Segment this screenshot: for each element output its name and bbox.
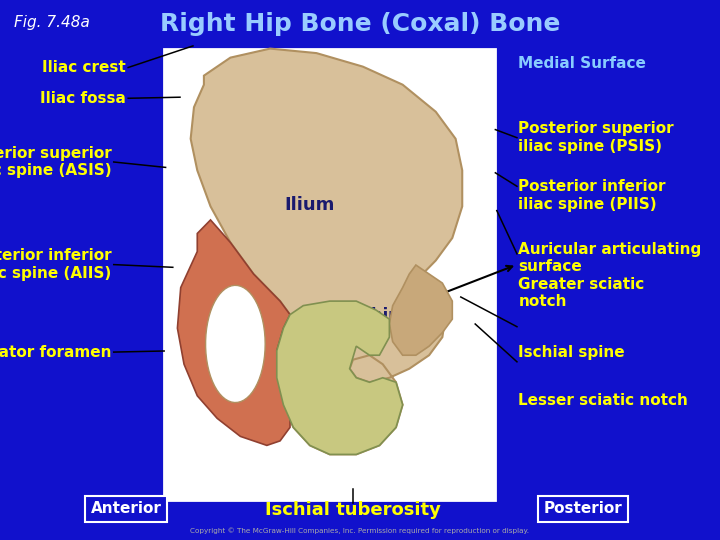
Polygon shape [177,220,290,446]
Text: Iliac crest: Iliac crest [42,60,126,75]
Polygon shape [191,49,462,455]
Polygon shape [206,285,265,402]
Bar [164,49,495,500]
Text: Ischial spine: Ischial spine [518,345,625,360]
Text: Anterior: Anterior [91,501,161,516]
Text: Obturator foramen: Obturator foramen [0,345,112,360]
Text: Posterior inferior
iliac spine (PIIS): Posterior inferior iliac spine (PIIS) [518,179,666,212]
Text: Right Hip Bone (Coxal) Bone: Right Hip Bone (Coxal) Bone [160,12,560,36]
Text: Ilium: Ilium [284,196,335,214]
Text: Auricular articulating
surface
Greater sciatic
notch: Auricular articulating surface Greater s… [518,242,702,309]
Text: Fig. 7.48a: Fig. 7.48a [14,15,90,30]
Text: Ischial tuberosity: Ischial tuberosity [265,501,441,519]
Text: Anterior inferior
iliac spine (AIIS): Anterior inferior iliac spine (AIIS) [0,248,112,281]
Text: Medial Surface: Medial Surface [518,56,647,71]
Polygon shape [276,301,402,455]
Text: Iliac fossa: Iliac fossa [40,91,126,106]
Polygon shape [390,265,452,355]
Text: Ischium: Ischium [346,307,418,325]
Text: Pubis: Pubis [219,339,271,357]
Text: Copyright © The McGraw-Hill Companies, Inc. Permission required for reproduction: Copyright © The McGraw-Hill Companies, I… [191,527,529,534]
Text: Posterior superior
iliac spine (PSIS): Posterior superior iliac spine (PSIS) [518,122,674,154]
Text: Anterior superior
iliac spine (ASIS): Anterior superior iliac spine (ASIS) [0,146,112,178]
Text: Lesser sciatic notch: Lesser sciatic notch [518,393,688,408]
Text: Posterior: Posterior [544,501,623,516]
